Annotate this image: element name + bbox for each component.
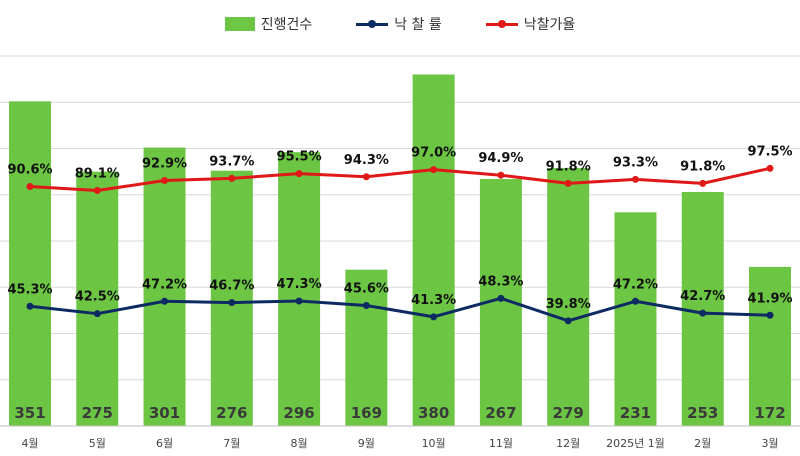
bar (749, 266, 791, 426)
price-rate-data-label: 94.9% (478, 151, 523, 166)
bar (345, 269, 388, 426)
bar-value-label: 275 (82, 404, 113, 422)
price-rate-point (26, 183, 34, 191)
rate-point (228, 299, 236, 307)
rate-point (362, 301, 370, 309)
x-tick-label: 5월 (89, 437, 106, 450)
rate-point (497, 294, 505, 302)
x-tick-label: 6월 (156, 437, 173, 450)
bar (76, 171, 119, 426)
bar (278, 152, 321, 426)
price-rate-line (29, 166, 771, 193)
rate-line (29, 296, 771, 323)
price-rate-point (564, 179, 572, 187)
price-rate-data-label: 91.8% (546, 159, 591, 174)
bar-value-label: 267 (485, 404, 516, 422)
rate-point (564, 317, 572, 325)
bar-value-label: 276 (216, 404, 247, 422)
bar-value-label: 172 (754, 404, 785, 422)
bar-value-label: 253 (687, 404, 718, 422)
price-rate-data-label: 94.3% (344, 153, 389, 168)
price-rate-data-label: 90.6% (7, 163, 52, 178)
rate-data-label: 41.3% (411, 293, 456, 308)
bar-value-label: 380 (418, 404, 449, 422)
x-tick-label: 3월 (761, 437, 778, 450)
rate-point (430, 313, 438, 321)
bar (681, 191, 724, 426)
rate-data-label: 39.8% (546, 297, 591, 312)
x-tick-label: 10월 (422, 437, 446, 450)
legend-label-rate: 낙 찰 률 (394, 17, 442, 33)
bar-value-label: 279 (553, 404, 584, 422)
legend-label-price-rate: 낙찰가율 (523, 17, 576, 33)
rate-data-label: 47.2% (142, 277, 187, 292)
price-rate-point (93, 187, 101, 195)
price-rate-point (631, 175, 639, 183)
rate-data-label: 42.7% (680, 289, 725, 304)
rate-point (295, 297, 303, 305)
x-tick-label: 2월 (694, 437, 711, 450)
rate-data-label: 46.7% (209, 279, 254, 294)
legend-swatch-price-rate (485, 17, 518, 31)
bar (143, 147, 186, 426)
price-rate-point (228, 174, 236, 182)
bar-value-label: 351 (14, 404, 45, 422)
bar (9, 101, 51, 426)
price-rate-point (699, 179, 707, 187)
rate-data-label: 45.3% (7, 282, 52, 297)
legend-item-rate: 낙 찰 률 (356, 14, 442, 34)
price-rate-point (362, 173, 370, 181)
bar (412, 74, 455, 426)
x-tick-label: 7월 (223, 437, 240, 450)
rate-point (161, 297, 169, 305)
price-rate-data-label: 92.9% (142, 156, 187, 171)
bar-value-label: 301 (149, 404, 180, 422)
bar (547, 167, 590, 427)
price-rate-data-label: 93.3% (613, 155, 658, 170)
legend-item-bar: 진행건수 (224, 14, 313, 34)
price-rate-data-label: 97.0% (411, 146, 456, 161)
x-tick-label: 12월 (556, 437, 580, 450)
legend-item-price-rate: 낙찰가율 (485, 14, 576, 34)
rate-data-label: 45.6% (344, 281, 389, 296)
rate-data-label: 47.3% (277, 277, 322, 292)
bar (210, 170, 253, 426)
rate-data-label: 42.5% (75, 290, 120, 305)
rate-point (766, 311, 774, 319)
x-tick-label: 9월 (358, 437, 375, 450)
legend-swatch-bar (224, 17, 255, 31)
price-rate-point (497, 171, 505, 179)
x-tick-label: 2025년 1월 (606, 437, 665, 450)
x-tick-label: 11월 (489, 437, 513, 450)
bar (614, 212, 657, 426)
price-rate-point (766, 164, 774, 172)
x-tick-label: 4월 (21, 437, 38, 450)
price-rate-data-label: 95.5% (277, 150, 322, 165)
legend-swatch-rate (356, 17, 389, 31)
rate-point (93, 310, 101, 318)
price-rate-data-label: 93.7% (209, 154, 254, 169)
price-rate-data-label: 97.5% (747, 144, 792, 159)
price-rate-point (295, 170, 303, 178)
bar-value-label: 231 (620, 404, 651, 422)
rate-data-label: 48.3% (478, 274, 523, 289)
price-rate-point (430, 166, 438, 174)
bar-value-label: 296 (283, 404, 314, 422)
price-rate-point (161, 176, 169, 184)
x-tick-label: 8월 (291, 437, 308, 450)
rate-data-label: 47.2% (613, 277, 658, 292)
rate-point (26, 302, 34, 310)
legend-label-bar: 진행건수 (260, 17, 313, 33)
price-rate-data-label: 91.8% (680, 159, 725, 174)
legend: 진행건수 낙 찰 률 낙찰가율 (0, 10, 800, 38)
price-rate-data-label: 89.1% (75, 167, 120, 182)
rate-point (699, 309, 707, 317)
rate-point (631, 297, 639, 305)
rate-data-label: 41.9% (747, 291, 792, 306)
bar-value-label: 169 (351, 404, 382, 422)
